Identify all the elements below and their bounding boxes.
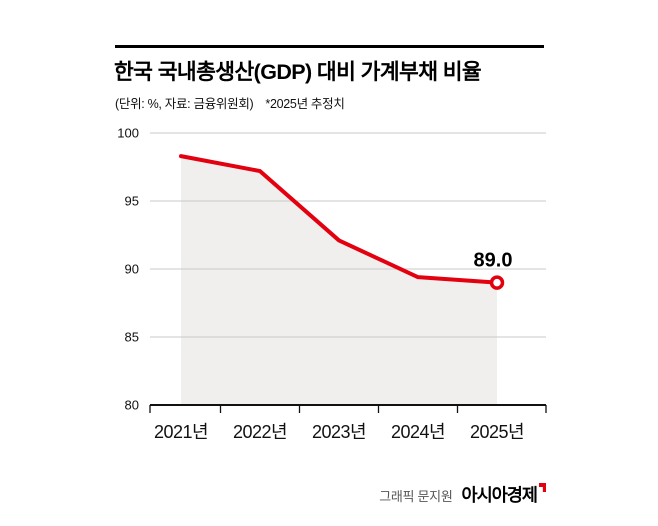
graphic-credit: 그래픽 문지원 — [379, 489, 453, 504]
x-axis-label: 2025년 — [470, 422, 524, 442]
unit-source-note: (단위: %, 자료: 금융위원회) — [115, 97, 254, 111]
x-axis-label: 2023년 — [312, 422, 366, 442]
chart-subtitle: (단위: %, 자료: 금융위원회) *2025년 추정치 — [115, 93, 345, 112]
brand-logo: 아시아경제 — [461, 482, 546, 507]
area-fill — [181, 156, 497, 405]
y-axis-label: 90 — [125, 262, 139, 277]
x-axis-label: 2022년 — [233, 422, 287, 442]
estimate-note: *2025년 추정치 — [265, 97, 345, 111]
series-line — [179, 154, 499, 285]
brand-name: 아시아경제 — [461, 485, 538, 505]
footer: 그래픽 문지원 아시아경제 — [379, 482, 546, 507]
end-value-label: 89.0 — [474, 250, 513, 272]
brand-mark-icon — [539, 483, 546, 492]
title-rule — [115, 45, 544, 48]
y-axis-label: 100 — [117, 126, 139, 141]
x-axis-label: 2024년 — [391, 422, 445, 442]
end-point-marker — [489, 275, 505, 290]
y-axis-label: 85 — [125, 330, 139, 345]
y-axis-label: 80 — [125, 398, 139, 413]
y-axis-label: 95 — [125, 194, 139, 209]
x-axis-label: 2021년 — [154, 422, 208, 442]
chart-title: 한국 국내총생산(GDP) 대비 가계부채 비율 — [114, 60, 482, 84]
